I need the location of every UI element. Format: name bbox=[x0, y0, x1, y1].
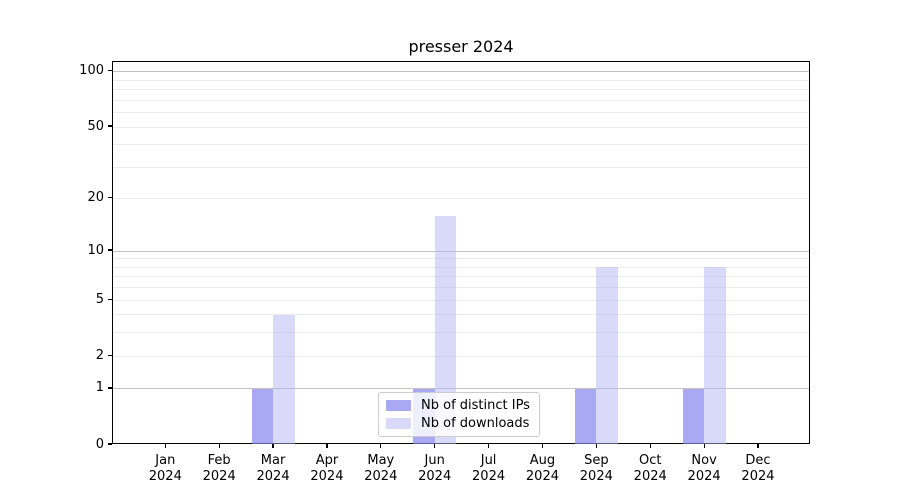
y-tick-label: 20 bbox=[87, 190, 104, 206]
legend-swatch-distinct-ips-icon bbox=[386, 400, 411, 411]
minor-gridline bbox=[113, 287, 809, 289]
minor-gridline bbox=[113, 355, 809, 357]
y-tick-mark bbox=[108, 387, 112, 389]
bar-downloads-nov bbox=[704, 267, 726, 444]
x-tick-label: Jun 2024 bbox=[418, 453, 452, 484]
x-tick-label: May 2024 bbox=[364, 453, 398, 484]
legend-swatch-downloads-icon bbox=[386, 418, 411, 429]
y-tick-mark bbox=[108, 197, 112, 199]
x-tick-mark bbox=[649, 444, 651, 448]
x-tick-mark bbox=[757, 444, 759, 448]
bar-distinct-ips-mar bbox=[251, 388, 274, 444]
x-tick-mark bbox=[703, 444, 705, 448]
minor-gridline bbox=[113, 126, 809, 128]
minor-gridline bbox=[113, 299, 809, 301]
y-tick-label: 0 bbox=[95, 436, 104, 452]
minor-gridline bbox=[113, 198, 809, 200]
x-tick-label: Aug 2024 bbox=[525, 453, 559, 484]
minor-gridline bbox=[113, 144, 809, 146]
x-tick-label: Jul 2024 bbox=[472, 453, 506, 484]
major-gridline bbox=[113, 71, 809, 73]
bar-distinct-ips-sep bbox=[574, 388, 597, 444]
x-tick-label: Jan 2024 bbox=[148, 453, 182, 484]
x-tick-mark bbox=[541, 444, 544, 448]
x-tick-mark bbox=[164, 444, 166, 448]
y-tick-label: 2 bbox=[95, 347, 104, 363]
x-tick-mark bbox=[272, 444, 274, 448]
legend-item-distinct-ips: Nb of distinct IPs bbox=[386, 398, 530, 413]
bar-distinct-ips-nov bbox=[682, 388, 705, 444]
x-tick-mark bbox=[434, 444, 436, 448]
legend-label-downloads: Nb of downloads bbox=[421, 416, 530, 431]
minor-gridline bbox=[113, 276, 809, 278]
x-tick-label: Feb 2024 bbox=[202, 453, 236, 484]
x-tick-mark bbox=[487, 444, 490, 448]
major-gridline bbox=[113, 250, 809, 252]
minor-gridline bbox=[113, 79, 809, 81]
x-tick-label: Apr 2024 bbox=[310, 453, 344, 484]
legend-label-distinct-ips: Nb of distinct IPs bbox=[421, 398, 530, 413]
x-tick-mark bbox=[218, 444, 220, 448]
minor-gridline bbox=[113, 99, 809, 101]
y-tick-mark bbox=[108, 125, 112, 127]
minor-gridline bbox=[113, 89, 809, 91]
bar-downloads-sep bbox=[596, 267, 618, 444]
legend: Nb of distinct IPs Nb of downloads bbox=[378, 392, 540, 437]
y-tick-label: 100 bbox=[79, 63, 104, 79]
x-tick-mark bbox=[326, 444, 328, 448]
chart-title: presser 2024 bbox=[408, 37, 514, 56]
x-tick-mark bbox=[595, 444, 597, 448]
x-tick-label: Sep 2024 bbox=[579, 453, 613, 484]
bar-downloads-jun bbox=[434, 215, 457, 444]
legend-item-downloads: Nb of downloads bbox=[386, 416, 530, 431]
y-tick-label: 50 bbox=[87, 118, 104, 134]
y-tick-mark bbox=[108, 354, 112, 356]
minor-gridline bbox=[113, 166, 809, 168]
minor-gridline bbox=[113, 112, 809, 114]
x-tick-label: Mar 2024 bbox=[256, 453, 290, 484]
major-gridline bbox=[113, 388, 809, 390]
y-tick-label: 5 bbox=[95, 291, 104, 307]
minor-gridline bbox=[113, 266, 809, 268]
x-tick-mark bbox=[380, 444, 382, 448]
x-tick-label: Dec 2024 bbox=[741, 453, 775, 484]
y-tick-mark bbox=[108, 443, 112, 445]
y-tick-mark bbox=[108, 298, 112, 300]
minor-gridline bbox=[113, 332, 809, 334]
minor-gridline bbox=[113, 314, 809, 316]
bar-downloads-mar bbox=[273, 314, 295, 444]
plot-area bbox=[112, 61, 810, 444]
x-tick-label: Nov 2024 bbox=[687, 453, 721, 484]
y-tick-label: 1 bbox=[95, 380, 104, 396]
y-tick-mark bbox=[108, 249, 112, 251]
y-tick-label: 10 bbox=[87, 242, 104, 258]
minor-gridline bbox=[113, 258, 809, 260]
x-tick-label: Oct 2024 bbox=[633, 453, 667, 484]
y-tick-mark bbox=[108, 70, 112, 72]
